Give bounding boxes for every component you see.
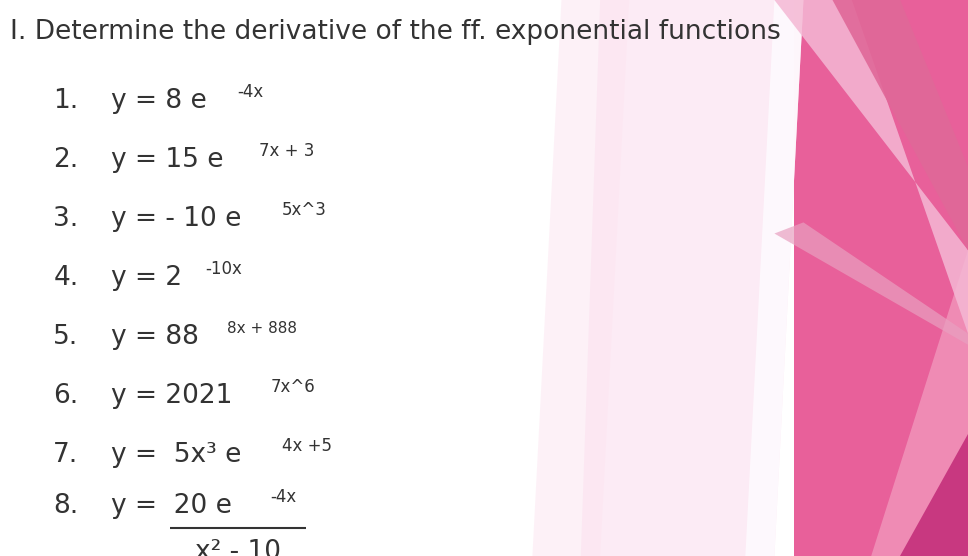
Polygon shape [803,250,968,556]
Text: 8x + 888: 8x + 888 [227,321,297,336]
Polygon shape [774,222,968,345]
Text: y =  5x³ e: y = 5x³ e [111,442,242,468]
Text: 5x^3: 5x^3 [282,201,327,219]
Text: 7.: 7. [53,442,78,468]
Text: 2.: 2. [53,147,78,173]
Polygon shape [832,0,968,250]
Polygon shape [794,0,968,556]
Text: 1.: 1. [53,88,78,114]
Polygon shape [581,0,803,556]
Text: I. Determine the derivative of the ff. exponential functions: I. Determine the derivative of the ff. e… [10,19,780,46]
Text: y =  20 e: y = 20 e [111,493,232,519]
Polygon shape [774,0,968,334]
Text: 3.: 3. [53,206,78,232]
Text: -10x: -10x [205,260,243,278]
Text: y = 8 e: y = 8 e [111,88,207,114]
Text: y = - 10 e: y = - 10 e [111,206,242,232]
Polygon shape [900,434,968,556]
Text: 4.: 4. [53,265,78,291]
Text: y = 88: y = 88 [111,324,199,350]
Text: 5.: 5. [53,324,78,350]
Polygon shape [532,0,629,556]
Text: 6.: 6. [53,383,78,409]
Text: 7x + 3: 7x + 3 [259,142,315,160]
Polygon shape [745,0,803,556]
Text: y = 2021: y = 2021 [111,383,232,409]
Text: -4x: -4x [270,488,296,506]
Text: 4x +5: 4x +5 [282,437,332,455]
Text: 8.: 8. [53,493,78,519]
Text: y = 15 e: y = 15 e [111,147,224,173]
Text: x² - 10: x² - 10 [196,539,281,556]
Text: 7x^6: 7x^6 [270,378,316,396]
Text: y = 2: y = 2 [111,265,182,291]
Text: -4x: -4x [237,83,263,101]
